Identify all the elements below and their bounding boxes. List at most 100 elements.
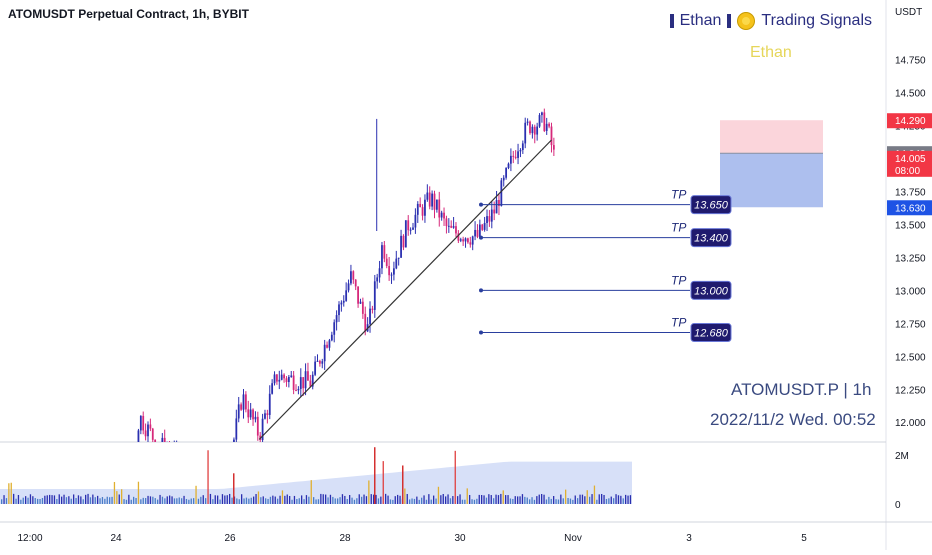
volume-bar bbox=[478, 494, 480, 504]
candle-up bbox=[271, 383, 274, 394]
volume-bar bbox=[425, 499, 428, 504]
candle-up bbox=[347, 283, 350, 291]
volume-bar bbox=[521, 494, 524, 504]
volume-bar bbox=[565, 489, 567, 504]
candle-down bbox=[354, 279, 357, 287]
volume-bar bbox=[454, 450, 456, 504]
candle-up bbox=[268, 393, 271, 415]
volume-bar bbox=[596, 499, 598, 504]
candle-up bbox=[304, 371, 307, 389]
volume-bar bbox=[241, 494, 243, 504]
brand-name: Ethan bbox=[679, 12, 722, 29]
date-watermark: 2022/11/2 Wed. 00:52 bbox=[710, 410, 876, 429]
volume-bar bbox=[385, 493, 387, 504]
volume-bar bbox=[605, 498, 608, 504]
volume-bar bbox=[173, 498, 176, 504]
candle-up bbox=[280, 374, 283, 380]
volume-bar bbox=[22, 497, 24, 504]
tp-dot bbox=[479, 288, 483, 293]
candle-down bbox=[149, 424, 152, 429]
volume-bar bbox=[130, 499, 132, 504]
candle-up bbox=[447, 225, 450, 227]
candle-down bbox=[533, 126, 536, 135]
candle-up bbox=[321, 361, 324, 364]
volume-bar bbox=[80, 496, 82, 504]
volume-bar bbox=[332, 496, 334, 504]
candle-up bbox=[426, 192, 429, 200]
volume-bar bbox=[493, 498, 495, 504]
volume-bar bbox=[509, 498, 512, 504]
volume-bar bbox=[298, 498, 300, 504]
volume-bar bbox=[603, 495, 605, 504]
candle-down bbox=[383, 245, 386, 259]
volume-bar bbox=[128, 494, 130, 504]
candle-up bbox=[541, 112, 543, 116]
candle-down bbox=[421, 207, 424, 216]
volume-bar bbox=[377, 498, 380, 504]
volume-bar bbox=[284, 495, 286, 504]
volume-bar bbox=[586, 490, 588, 504]
volume-bar bbox=[149, 496, 152, 504]
volume-bar bbox=[221, 494, 224, 504]
volume-bar bbox=[459, 494, 461, 504]
volume-bar bbox=[387, 495, 389, 504]
volume-bar bbox=[572, 499, 574, 504]
volume-ma-area bbox=[0, 461, 632, 504]
candle-up bbox=[237, 404, 240, 419]
volume-bar bbox=[413, 498, 416, 504]
volume-bar bbox=[466, 488, 468, 504]
volume-bar bbox=[152, 496, 154, 504]
price-badge-label: 14.290 bbox=[895, 116, 926, 127]
tp-label: 13.400 bbox=[694, 233, 729, 245]
volume-bar bbox=[485, 497, 488, 504]
volume-bar bbox=[109, 497, 111, 504]
candle-down bbox=[493, 209, 496, 214]
volume-bar bbox=[53, 495, 56, 504]
volume-bar bbox=[1, 499, 3, 504]
volume-bar bbox=[529, 499, 531, 504]
brand-bar-icon bbox=[669, 14, 674, 28]
candle-up bbox=[431, 193, 434, 207]
volume-bar bbox=[389, 499, 392, 504]
volume-bar bbox=[538, 494, 540, 504]
candle-up bbox=[397, 257, 400, 259]
brand-subtitle: Ethan bbox=[750, 44, 792, 61]
volume-bar bbox=[248, 498, 250, 504]
volume-bar bbox=[601, 493, 603, 504]
candle-up bbox=[254, 416, 257, 420]
volume-bar bbox=[526, 497, 528, 504]
candle-down bbox=[151, 428, 154, 440]
volume-bar bbox=[356, 498, 358, 504]
volume-bar bbox=[217, 495, 219, 504]
volume-tick-label: 0 bbox=[895, 500, 901, 511]
volume-bar bbox=[236, 498, 238, 504]
volume-bar bbox=[260, 497, 262, 504]
volume-bar bbox=[70, 498, 72, 504]
volume-bar bbox=[593, 485, 596, 504]
volume-bar bbox=[101, 497, 104, 504]
volume-bar bbox=[310, 480, 312, 504]
tp-label-box bbox=[690, 323, 732, 343]
volume-bar bbox=[346, 499, 348, 504]
candle-down bbox=[419, 203, 422, 208]
volume-bar bbox=[58, 494, 60, 504]
volume-spike bbox=[402, 465, 404, 504]
candle-down bbox=[385, 258, 388, 267]
candle-up bbox=[390, 274, 393, 276]
volume-bar bbox=[301, 495, 303, 504]
volume-bar bbox=[140, 499, 142, 504]
volume-bar bbox=[293, 495, 296, 504]
volume-bar bbox=[193, 498, 195, 504]
volume-bar bbox=[545, 499, 548, 504]
price-tick-label: 13.000 bbox=[895, 286, 926, 297]
price-badge-sublabel: 08:00 bbox=[895, 166, 920, 177]
volume-bar bbox=[111, 496, 113, 504]
volume-bar bbox=[267, 498, 269, 504]
volume-bar bbox=[543, 494, 545, 504]
volume-bar bbox=[512, 498, 514, 504]
volume-bar bbox=[73, 494, 75, 504]
volume-bar bbox=[202, 495, 204, 504]
price-badge bbox=[887, 113, 932, 129]
candle-up bbox=[416, 203, 419, 215]
